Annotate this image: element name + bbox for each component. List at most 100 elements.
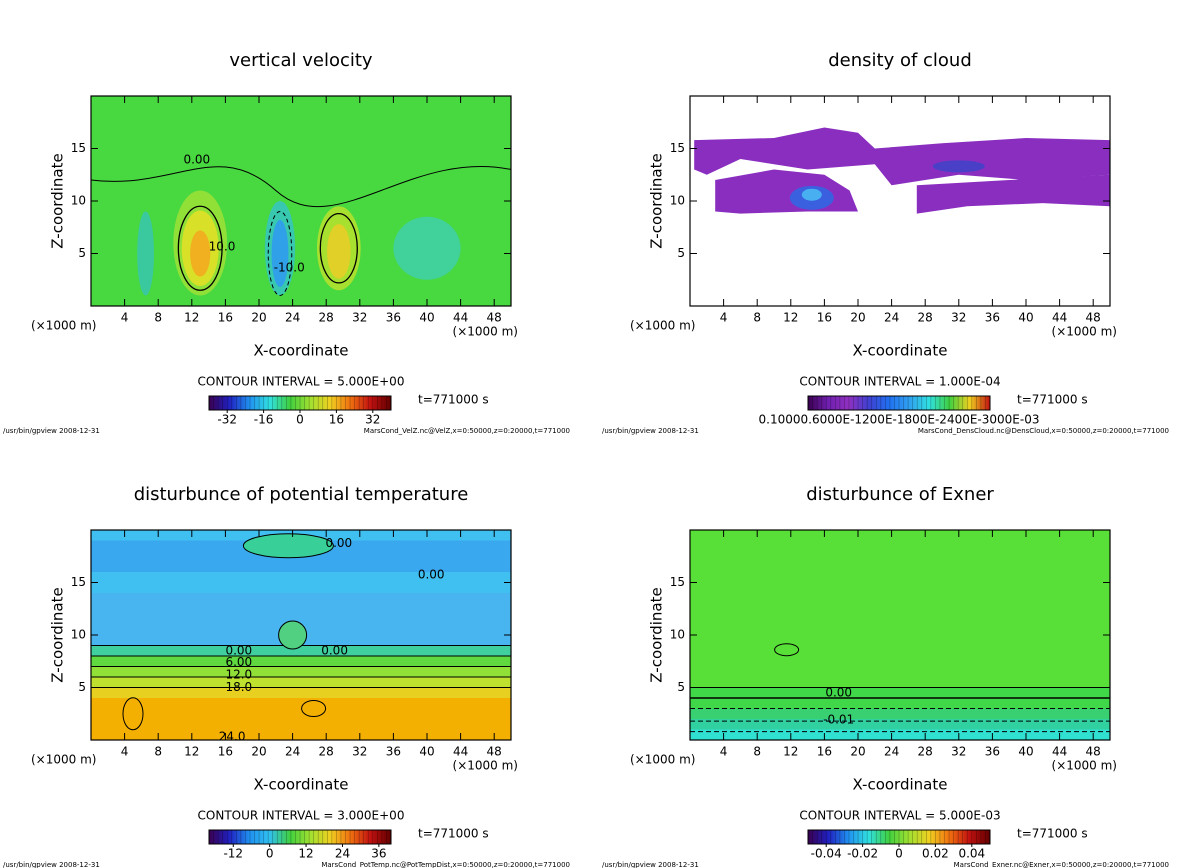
contour-label: 0.00 bbox=[225, 643, 252, 657]
chart-title: density of cloud bbox=[828, 50, 972, 71]
footer-right: MarsCond_DensCloud.nc@DensCloud,x=0:5000… bbox=[918, 427, 1169, 435]
x-tick-label: 32 bbox=[951, 311, 966, 325]
time-label: t=771000 s bbox=[1017, 827, 1088, 841]
y-tick-label: 10 bbox=[670, 628, 685, 642]
x-tick-label: 8 bbox=[154, 745, 162, 759]
colorbar-tick-label: 32 bbox=[365, 413, 380, 427]
colorbar-tick-label: -0.04 bbox=[811, 847, 842, 861]
x-axis-label: X-coordinate bbox=[254, 776, 349, 794]
footer-left: /usr/bin/gpview 2008-12-31 bbox=[3, 427, 100, 435]
x-tick-label: 48 bbox=[487, 745, 502, 759]
footer-right: MarsCond_VelZ.nc@VelZ,x=0:50000,z=0:2000… bbox=[364, 427, 570, 435]
contour-field bbox=[91, 96, 511, 306]
x-tick-label: 28 bbox=[918, 311, 933, 325]
time-label: t=771000 s bbox=[418, 827, 489, 841]
contour-label: -10.0 bbox=[274, 261, 305, 275]
colorbar-tick-label: 0 bbox=[296, 413, 304, 427]
y-tick-label: 15 bbox=[71, 575, 86, 589]
contour-label: 18.0 bbox=[225, 680, 252, 694]
x-tick-label: 32 bbox=[352, 311, 367, 325]
x-tick-label: 32 bbox=[951, 745, 966, 759]
colorbar-tick-label: 36 bbox=[371, 847, 386, 861]
x-tick-label: 12 bbox=[184, 745, 199, 759]
x-tick-label: 40 bbox=[1018, 745, 1033, 759]
colorbar-tick-label: 0.02 bbox=[922, 847, 949, 861]
y-tick-label: 10 bbox=[670, 194, 685, 208]
y-axis-label: Z-coordinate bbox=[648, 587, 666, 682]
x-tick-label: 20 bbox=[850, 311, 865, 325]
contour-label: 0.00 bbox=[825, 685, 852, 699]
x-tick-label: 8 bbox=[753, 311, 761, 325]
x-tick-label: 24 bbox=[884, 311, 899, 325]
x-tick-label: 16 bbox=[817, 745, 832, 759]
colorbar-tick-label: -12 bbox=[223, 847, 243, 861]
x-tick-label: 40 bbox=[1018, 311, 1033, 325]
colorbar-tick-label: 0.10000.6000E-1200E-1800E-2400E-3000E-03 bbox=[759, 413, 1040, 427]
x-tick-label: 8 bbox=[753, 745, 761, 759]
x-unit: (×1000 m) bbox=[31, 753, 96, 767]
x-tick-label: 36 bbox=[985, 311, 1000, 325]
x-unit: (×1000 m) bbox=[1052, 759, 1117, 773]
footer-left: /usr/bin/gpview 2008-12-31 bbox=[3, 861, 100, 868]
colorbar-tick-label: 24 bbox=[335, 847, 350, 861]
y-tick-label: 10 bbox=[71, 628, 86, 642]
colorbar-tick-label: 0 bbox=[266, 847, 274, 861]
x-tick-label: 36 bbox=[386, 745, 401, 759]
contour-label: 24.0 bbox=[219, 729, 246, 743]
x-tick-label: 40 bbox=[419, 745, 434, 759]
x-tick-label: 4 bbox=[121, 311, 129, 325]
x-tick-label: 32 bbox=[352, 745, 367, 759]
y-tick-label: 5 bbox=[78, 246, 86, 260]
colorbar bbox=[807, 395, 991, 411]
colorbar-tick-label: 16 bbox=[329, 413, 344, 427]
time-label: t=771000 s bbox=[1017, 393, 1088, 407]
x-tick-label: 28 bbox=[319, 311, 334, 325]
x-tick-label: 16 bbox=[218, 311, 233, 325]
x-tick-label: 28 bbox=[319, 745, 334, 759]
colorbar-tick-label: 0.04 bbox=[958, 847, 985, 861]
x-tick-label: 4 bbox=[720, 745, 728, 759]
contour-field bbox=[690, 530, 1110, 740]
x-tick-label: 40 bbox=[419, 311, 434, 325]
x-tick-label: 28 bbox=[918, 745, 933, 759]
colorbar-tick-label: -16 bbox=[254, 413, 274, 427]
contour-label: 0.00 bbox=[183, 153, 210, 167]
time-label: t=771000 s bbox=[418, 393, 489, 407]
y-tick-label: 15 bbox=[71, 141, 86, 155]
x-tick-label: 12 bbox=[783, 311, 798, 325]
contour-label: 0.00 bbox=[321, 643, 348, 657]
x-tick-label: 20 bbox=[850, 745, 865, 759]
contour-interval: CONTOUR INTERVAL = 3.000E+00 bbox=[198, 809, 405, 823]
x-tick-label: 44 bbox=[1052, 311, 1067, 325]
x-tick-label: 20 bbox=[251, 745, 266, 759]
x-tick-label: 20 bbox=[251, 311, 266, 325]
footer-left: /usr/bin/gpview 2008-12-31 bbox=[602, 861, 699, 868]
contour-label: -0.01 bbox=[823, 713, 854, 727]
x-tick-label: 16 bbox=[218, 745, 233, 759]
x-axis-label: X-coordinate bbox=[254, 342, 349, 360]
x-tick-label: 12 bbox=[783, 745, 798, 759]
y-tick-label: 5 bbox=[78, 680, 86, 694]
x-tick-label: 44 bbox=[453, 745, 468, 759]
colorbar-tick-label: -0.02 bbox=[847, 847, 878, 861]
colorbar-tick-label: 12 bbox=[298, 847, 313, 861]
x-unit: (×1000 m) bbox=[630, 319, 695, 333]
contour-field bbox=[690, 96, 1110, 306]
contour-label: 12.0 bbox=[225, 667, 252, 681]
y-axis-label: Z-coordinate bbox=[49, 587, 67, 682]
footer-right: MarsCond_PotTemp.nc@PotTempDist,x=0:5000… bbox=[321, 861, 570, 868]
colorbar-tick-label: 0 bbox=[895, 847, 903, 861]
x-tick-label: 4 bbox=[121, 745, 129, 759]
x-unit: (×1000 m) bbox=[31, 319, 96, 333]
x-tick-label: 24 bbox=[285, 311, 300, 325]
contour-label: 0.00 bbox=[418, 568, 445, 582]
x-tick-label: 44 bbox=[1052, 745, 1067, 759]
x-tick-label: 48 bbox=[487, 311, 502, 325]
contour-interval: CONTOUR INTERVAL = 5.000E-03 bbox=[799, 809, 1000, 823]
colorbar-tick-label: -32 bbox=[217, 413, 237, 427]
x-tick-label: 12 bbox=[184, 311, 199, 325]
